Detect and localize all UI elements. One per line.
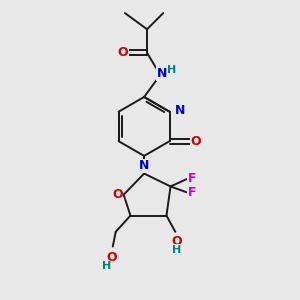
Text: N: N [139,159,149,172]
Text: O: O [106,251,117,264]
Text: O: O [112,188,122,201]
Text: H: H [172,245,182,255]
Text: N: N [157,67,167,80]
Text: O: O [172,235,182,248]
Text: N: N [175,104,185,117]
Text: H: H [167,65,177,76]
Text: H: H [102,261,112,271]
Text: F: F [188,172,196,185]
Text: O: O [190,135,201,148]
Text: F: F [188,186,196,200]
Text: O: O [117,46,128,59]
